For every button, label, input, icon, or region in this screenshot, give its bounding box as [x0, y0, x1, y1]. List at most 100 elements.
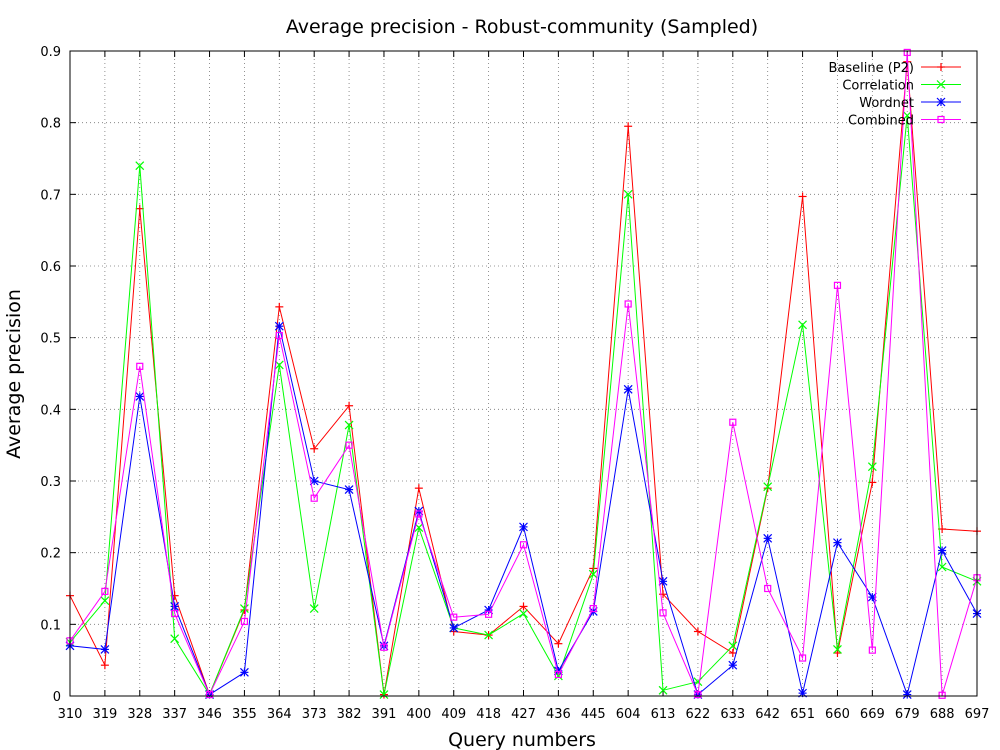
data-point-correlation — [763, 482, 773, 492]
data-point-correlation — [239, 604, 249, 613]
y-axis: 0 0.1 0.2 0.3 0.4 0.5 0.6 0.7 0.8 0.9 — [40, 45, 977, 705]
data-point-wordnet — [344, 485, 354, 495]
data-point-combined — [554, 670, 562, 679]
y-tick-label: 0 — [53, 690, 61, 705]
data-point-correlation — [623, 189, 633, 199]
legend-marker-combined — [937, 115, 945, 124]
data-point-combined — [833, 281, 842, 289]
data-point-baseline-p2 — [275, 302, 284, 311]
data-point-correlation — [833, 644, 842, 654]
x-tick-label: 364 — [267, 707, 292, 722]
y-axis-label: Average precision — [3, 289, 25, 459]
data-point-baseline-p2 — [310, 444, 319, 453]
x-tick-label: 418 — [476, 707, 501, 722]
y-tick-label: 0.3 — [40, 475, 61, 490]
y-tick-label: 0.1 — [40, 618, 61, 633]
data-point-combined — [205, 690, 214, 699]
data-point-combined — [101, 587, 109, 595]
data-point-wordnet — [658, 576, 668, 586]
data-point-wordnet — [937, 546, 947, 555]
x-tick-label: 337 — [162, 707, 187, 722]
data-point-baseline-p2 — [519, 602, 528, 611]
data-point-wordnet — [274, 321, 284, 331]
data-point-wordnet — [902, 690, 912, 699]
x-tick-label: 679 — [895, 707, 920, 722]
data-point-combined — [171, 609, 179, 618]
data-point-correlation — [728, 641, 738, 651]
data-point-wordnet — [170, 601, 180, 611]
x-tick-label: 328 — [127, 707, 152, 722]
series-combined — [66, 48, 981, 699]
legend-label-correlation: Correlation — [842, 79, 914, 94]
data-point-baseline-p2 — [693, 627, 702, 636]
x-tick-label: 391 — [372, 707, 397, 722]
data-point-wordnet — [449, 623, 459, 633]
data-point-correlation — [902, 111, 912, 120]
x-tick-label: 642 — [755, 707, 780, 722]
data-point-correlation — [658, 685, 668, 695]
data-point-wordnet — [100, 644, 110, 654]
data-point-combined — [136, 362, 144, 370]
x-tick-label: 622 — [686, 707, 711, 722]
chart-title: Average precision - Robust-community (Sa… — [286, 16, 758, 38]
data-point-correlation — [798, 320, 808, 330]
legend-marker-wordnet — [936, 97, 946, 107]
data-point-correlation — [274, 360, 284, 370]
x-tick-label: 355 — [232, 707, 257, 722]
x-tick-label: 669 — [860, 707, 885, 722]
data-point-combined — [485, 610, 493, 618]
legend-label-baseline-p2: Baseline (P2) — [828, 61, 914, 76]
data-point-baseline-p2 — [798, 192, 807, 201]
x-tick-label: 613 — [651, 707, 676, 722]
x-tick-label: 319 — [92, 707, 117, 722]
data-point-wordnet — [519, 522, 528, 532]
data-point-wordnet — [833, 538, 842, 548]
data-point-wordnet — [728, 660, 738, 670]
x-tick-label: 445 — [581, 707, 606, 722]
data-point-baseline-p2 — [135, 204, 144, 213]
data-point-correlation — [519, 609, 528, 619]
data-point-correlation — [344, 420, 354, 430]
data-point-baseline-p2 — [414, 484, 423, 493]
x-axis: 310 319 328 337 346 355 364 373 382 391 400 409 418 4… — [58, 51, 990, 722]
data-point-combined — [589, 604, 597, 613]
data-point-baseline-p2 — [833, 649, 842, 657]
data-point-correlation — [170, 634, 180, 644]
series-baseline-p2 — [66, 57, 981, 699]
data-point-baseline-p2 — [728, 649, 737, 657]
data-point-combined — [798, 654, 807, 662]
data-point-combined — [275, 331, 283, 340]
data-point-baseline-p2 — [100, 661, 109, 670]
data-point-combined — [240, 617, 249, 626]
y-tick-label: 0.7 — [40, 188, 61, 203]
data-point-combined — [310, 494, 318, 502]
data-point-baseline-p2 — [345, 401, 354, 410]
y-tick-label: 0.6 — [40, 260, 61, 275]
x-tick-label: 697 — [965, 707, 990, 722]
data-point-baseline-p2 — [659, 590, 668, 599]
data-point-combined — [519, 541, 528, 549]
x-tick-label: 427 — [511, 707, 536, 722]
legend-marker-baseline-p2 — [937, 63, 945, 71]
data-point-correlation — [484, 630, 494, 640]
data-point-combined — [764, 584, 772, 593]
x-tick-label: 409 — [441, 707, 466, 722]
y-tick-label: 0.2 — [40, 547, 61, 562]
x-tick-label: 400 — [406, 707, 431, 722]
data-point-correlation — [100, 596, 110, 606]
y-tick-label: 0.5 — [40, 332, 61, 347]
x-tick-label: 660 — [825, 707, 850, 722]
x-tick-label: 310 — [58, 707, 83, 722]
data-point-combined — [415, 510, 423, 518]
grid — [69, 50, 978, 697]
data-point-wordnet — [623, 384, 633, 394]
plot-frame — [69, 50, 978, 697]
data-point-combined — [938, 691, 946, 699]
y-tick-label: 0.9 — [40, 45, 61, 60]
data-point-correlation — [135, 161, 145, 171]
x-tick-label: 382 — [337, 707, 362, 722]
data-point-correlation — [309, 604, 319, 613]
data-point-correlation — [867, 462, 877, 472]
legend-marker-correlation — [936, 80, 946, 89]
data-point-combined — [450, 613, 458, 621]
